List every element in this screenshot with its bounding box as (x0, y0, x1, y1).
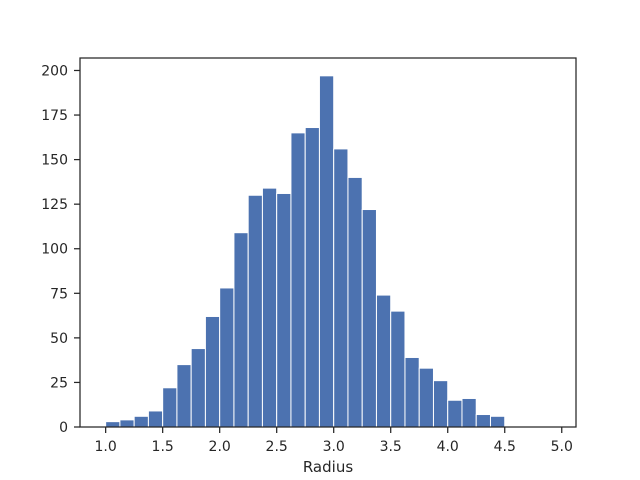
x-tick-label: 2.5 (266, 439, 288, 455)
histogram-bar (119, 419, 135, 428)
y-tick-label: 150 (41, 153, 68, 169)
x-tick-label: 3.5 (380, 439, 402, 455)
y-tick-label: 175 (41, 108, 68, 124)
histogram-bar (147, 410, 164, 428)
histogram-bar (375, 294, 392, 428)
x-tick-label: 1.0 (95, 439, 117, 455)
x-tick-label: 5.0 (551, 439, 573, 455)
histogram-bar (461, 397, 477, 428)
histogram-bar (333, 148, 349, 428)
histogram-bar (204, 315, 221, 428)
y-axis-ticks: 0 25 50 75 100 125 150 175 200 (41, 63, 80, 436)
histogram-bar (447, 399, 463, 428)
y-tick-label: 100 (41, 242, 68, 258)
histogram-bar (404, 356, 420, 428)
histogram-bar (233, 232, 249, 428)
x-tick-label: 2.0 (209, 439, 231, 455)
histogram-bar (390, 310, 406, 428)
histogram-bar (475, 414, 491, 428)
histogram-bar (489, 415, 506, 428)
x-axis-label: Radius (303, 458, 353, 476)
y-tick-label: 50 (50, 331, 68, 347)
histogram-bar (105, 421, 121, 428)
histogram-bar (290, 132, 306, 428)
x-tick-label: 3.0 (323, 439, 345, 455)
histogram-bar (133, 415, 149, 428)
x-axis-ticks: 1.0 1.5 2.0 2.5 3.0 3.5 4.0 4.5 5.0 (95, 427, 573, 455)
histogram-bar (190, 348, 206, 428)
histogram-bar (261, 187, 278, 428)
histogram-bar (361, 209, 377, 428)
histogram-bar (418, 367, 434, 428)
y-tick-label: 25 (50, 375, 68, 391)
histogram-bar (304, 127, 320, 428)
x-tick-label: 4.0 (437, 439, 459, 455)
histogram-bar (432, 380, 449, 428)
y-tick-label: 0 (59, 420, 68, 436)
histogram-bar (162, 387, 178, 428)
histogram-bar (176, 364, 192, 428)
x-tick-label: 4.5 (494, 439, 516, 455)
y-tick-label: 200 (41, 63, 68, 79)
x-tick-label: 1.5 (152, 439, 174, 455)
histogram-bar (347, 176, 363, 428)
histogram-bars (105, 75, 506, 428)
y-tick-label: 125 (41, 197, 68, 213)
histogram-bar (247, 194, 263, 428)
y-tick-label: 75 (50, 286, 68, 302)
histogram-bar (219, 287, 235, 428)
histogram-bar (276, 192, 292, 428)
plot-frame (79, 57, 577, 428)
histogram-bar (318, 75, 335, 428)
